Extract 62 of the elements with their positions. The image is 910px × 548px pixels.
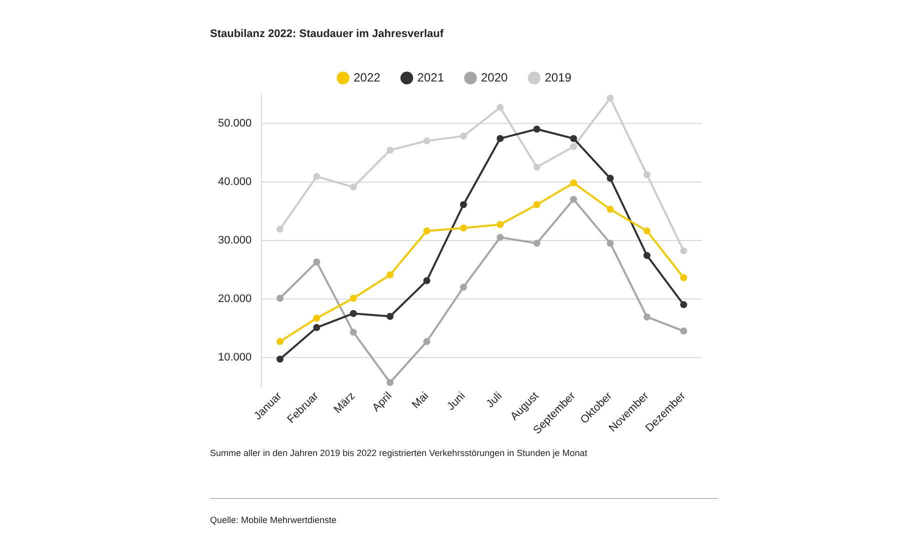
point (643, 313, 650, 320)
legend-label: 2020 (481, 70, 508, 84)
y-tick-label: 10.000 (218, 351, 252, 364)
point (350, 294, 357, 302)
point (570, 179, 578, 186)
point (423, 227, 430, 234)
point (643, 227, 650, 234)
point (386, 271, 394, 278)
point (570, 196, 578, 203)
point (643, 171, 650, 178)
point (276, 338, 284, 346)
text: Summe aller in den Jahren 2019 bis 2022 registrierten Verkehrsstörungen in Stunden je Monat (210, 448, 588, 458)
point (350, 310, 357, 317)
point (386, 312, 394, 320)
point (423, 338, 430, 346)
x-tick-label: Mai (410, 390, 432, 412)
point (386, 146, 394, 154)
point (276, 226, 284, 233)
point (313, 324, 320, 332)
point (423, 137, 430, 144)
chart-title: Staubilanz 2022: Staudauer im Jahresverlauf (210, 27, 445, 40)
point (386, 379, 394, 386)
source-note: Quelle: Mobile Mehrwertdienste (210, 498, 718, 525)
point (496, 221, 504, 228)
legend-label: 2021 (417, 70, 444, 84)
x-tick-label: Juli (484, 390, 504, 410)
point (496, 134, 504, 142)
point (680, 301, 688, 308)
y-tick-label: 40.000 (218, 176, 252, 188)
y-tick-label: 50.000 (218, 117, 252, 130)
point (460, 224, 467, 232)
point (533, 126, 540, 133)
point (606, 94, 614, 102)
point (643, 252, 650, 260)
point (680, 328, 688, 335)
point (313, 173, 320, 180)
point (313, 258, 320, 266)
point (496, 104, 504, 111)
point (606, 240, 614, 247)
point (606, 174, 614, 182)
point (533, 201, 540, 208)
point (570, 143, 578, 150)
point (460, 132, 467, 140)
point (606, 206, 614, 213)
point (460, 201, 467, 208)
legend-label: 2022 (354, 70, 381, 84)
point (496, 234, 504, 241)
legend-label: 2019 (544, 70, 572, 84)
y-tick-label: 30.000 (218, 234, 252, 246)
point (533, 164, 540, 171)
point (276, 356, 284, 363)
point (460, 284, 467, 291)
point (313, 314, 320, 322)
point (533, 240, 540, 247)
point (276, 294, 284, 302)
y-tick-label: 20.000 (218, 292, 252, 305)
point (350, 328, 357, 336)
point (570, 134, 578, 142)
point (680, 274, 688, 282)
point (423, 277, 430, 284)
point (350, 184, 357, 191)
point (680, 247, 688, 254)
